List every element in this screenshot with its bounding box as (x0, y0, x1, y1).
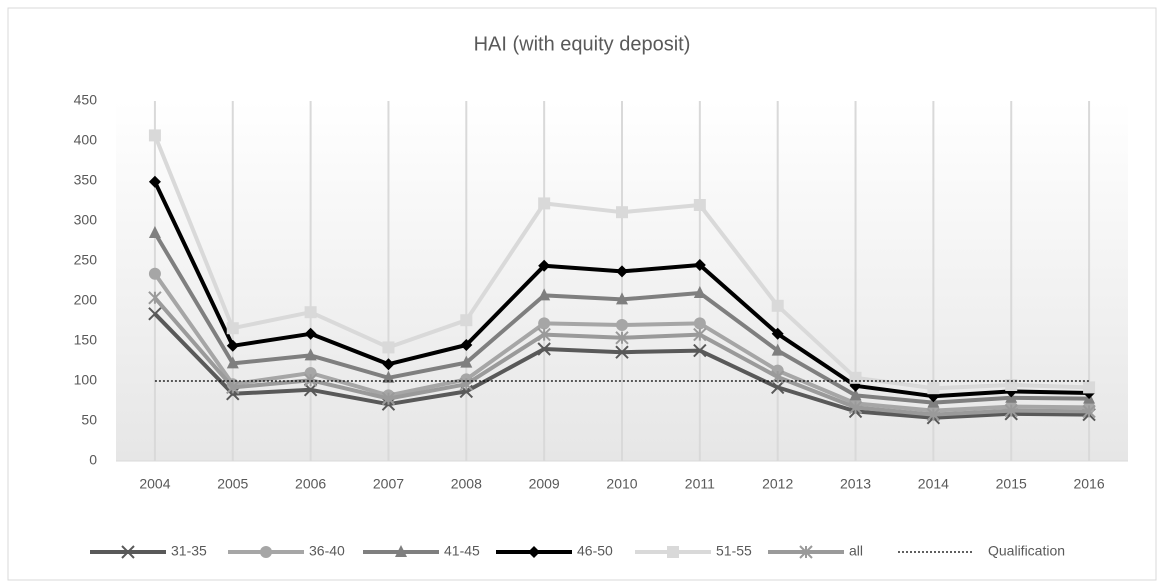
marker (849, 371, 862, 384)
legend-label: 46-50 (577, 543, 613, 559)
marker (616, 292, 628, 305)
x-tick-label: 2012 (762, 476, 793, 492)
marker (304, 348, 317, 361)
marker (226, 339, 239, 352)
marker (538, 197, 551, 210)
marker (148, 175, 161, 188)
x-tick-label: 2006 (295, 476, 326, 492)
marker (226, 380, 240, 395)
marker (226, 356, 239, 369)
marker (382, 370, 395, 383)
y-tick-label: 250 (74, 252, 98, 268)
marker (537, 342, 551, 356)
marker (616, 265, 628, 278)
marker (303, 373, 318, 387)
legend-marker (667, 546, 679, 558)
x-tick-label: 2016 (1073, 476, 1104, 492)
marker (460, 355, 473, 368)
marker (1005, 379, 1018, 391)
legend-marker (260, 546, 272, 558)
marker (693, 199, 706, 211)
marker (1083, 381, 1096, 394)
marker (460, 339, 473, 351)
legend-marker (121, 545, 135, 559)
marker (459, 377, 474, 391)
marker (616, 206, 628, 219)
x-tick-label: 2007 (373, 476, 404, 492)
x-tick-label: 2005 (217, 476, 248, 492)
x-tick-label: 2015 (996, 476, 1027, 492)
marker (927, 382, 940, 395)
y-tick-label: 300 (74, 212, 98, 228)
marker (616, 319, 628, 331)
marker (1082, 404, 1096, 419)
marker (771, 343, 784, 356)
x-tick-label: 2009 (529, 476, 560, 492)
marker (770, 380, 785, 395)
marker (148, 291, 162, 305)
legend-marker (395, 545, 407, 557)
marker (771, 299, 784, 312)
legend-label: 51-55 (716, 543, 752, 559)
legend-label: Qualification (988, 543, 1065, 559)
marker (148, 307, 162, 321)
marker (226, 322, 239, 335)
legend-label: 31-35 (171, 543, 207, 559)
chart-title: HAI (with equity deposit) (474, 33, 691, 55)
y-tick-label: 350 (74, 172, 98, 188)
marker (771, 327, 784, 340)
marker (848, 400, 863, 415)
x-tick-label: 2004 (139, 476, 170, 492)
legend-marker (528, 546, 540, 558)
legend-label: 36-40 (309, 543, 345, 559)
x-tick-label: 2010 (606, 476, 637, 492)
marker (615, 331, 629, 345)
marker (926, 407, 941, 422)
marker (148, 267, 161, 280)
marker (538, 288, 551, 301)
marker (615, 345, 629, 359)
y-tick-label: 100 (74, 372, 98, 388)
legend-label: all (849, 543, 863, 559)
marker (693, 327, 707, 342)
marker (148, 129, 161, 142)
x-tick-label: 2011 (685, 476, 715, 492)
marker (304, 306, 317, 319)
marker (693, 259, 706, 271)
y-tick-label: 200 (74, 292, 98, 308)
y-tick-label: 150 (74, 332, 98, 348)
marker (538, 317, 551, 330)
marker (382, 341, 395, 354)
x-tick-label: 2008 (451, 476, 482, 492)
marker (1004, 403, 1018, 418)
marker (693, 286, 706, 298)
marker (226, 387, 240, 401)
marker (538, 259, 551, 272)
marker (304, 327, 317, 340)
y-tick-label: 450 (74, 92, 98, 108)
marker (693, 317, 706, 330)
legend-marker (799, 545, 813, 559)
marker (693, 343, 707, 358)
legend-label: 41-45 (444, 543, 480, 559)
x-tick-label: 2014 (918, 476, 949, 492)
x-tick-label: 2013 (840, 476, 871, 492)
marker (770, 370, 785, 384)
marker (537, 327, 551, 342)
marker (381, 391, 396, 406)
y-tick-label: 50 (81, 412, 97, 428)
marker (849, 388, 862, 401)
marker (303, 383, 318, 397)
marker (148, 226, 161, 238)
marker (460, 314, 473, 327)
y-tick-label: 400 (74, 132, 98, 148)
marker (382, 358, 395, 371)
y-tick-label: 0 (89, 452, 97, 468)
